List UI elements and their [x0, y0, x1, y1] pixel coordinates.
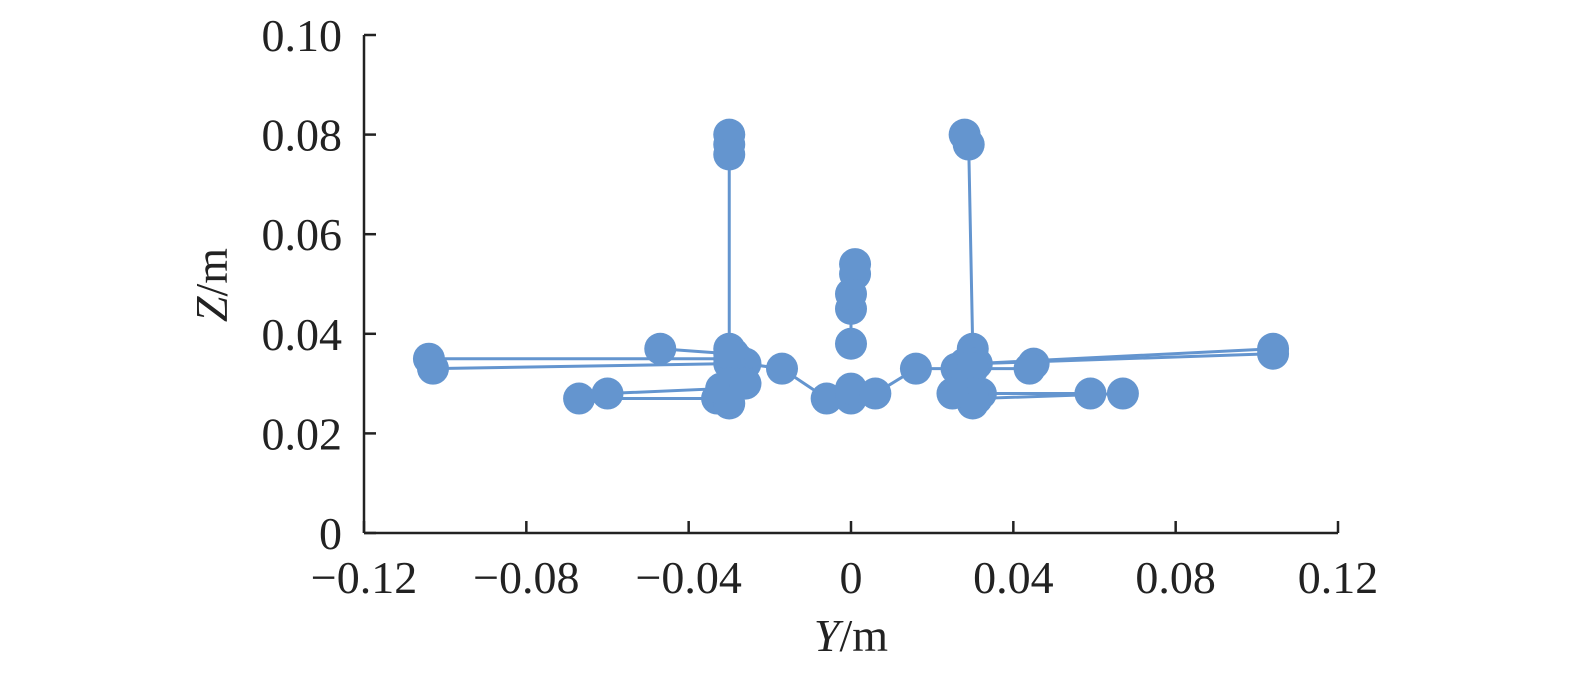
- data-point: [810, 382, 843, 415]
- data-point: [835, 327, 867, 360]
- x-tick-label: 0.12: [1298, 552, 1379, 603]
- series-group: [936, 377, 1107, 410]
- series-layer: [412, 118, 1290, 420]
- data-point: [948, 118, 981, 151]
- x-tick-label: −0.04: [635, 552, 741, 603]
- x-tick-label: −0.08: [473, 552, 579, 603]
- x-tick-label: 0: [840, 552, 863, 603]
- data-point: [729, 367, 762, 400]
- axes-layer: −0.12 −0.08 −0.04 0 0.04 0.08 0.12 0 0.02 0.04 0.0…: [262, 10, 1379, 603]
- data-point: [899, 352, 932, 385]
- data-point: [416, 352, 449, 385]
- x-tick-label: 0.04: [973, 552, 1054, 603]
- data-point: [835, 372, 867, 405]
- series-group: [960, 337, 1290, 380]
- data-point: [713, 337, 746, 370]
- data-point: [859, 377, 892, 410]
- x-axis-title: Y/m: [814, 610, 888, 661]
- data-point: [563, 382, 596, 415]
- series-group: [591, 367, 762, 410]
- y-tick-label: 0.06: [262, 209, 343, 260]
- y-axis-title: Z/m: [186, 248, 237, 322]
- y-tick-label: 0.02: [262, 408, 343, 459]
- series-group: [956, 347, 1050, 385]
- y-tick-label: 0.10: [262, 10, 343, 61]
- data-point: [936, 377, 969, 410]
- series-line: [432, 362, 730, 371]
- data-point: [1013, 352, 1046, 385]
- data-point: [1257, 337, 1290, 370]
- data-point: [644, 332, 677, 365]
- data-point: [839, 248, 872, 281]
- data-point: [1106, 377, 1139, 410]
- x-tick-label: −0.12: [311, 552, 417, 603]
- y-tick-label: 0.04: [262, 309, 343, 360]
- data-point: [591, 377, 624, 410]
- x-tick-label: 0.08: [1135, 552, 1216, 603]
- y-tick-label: 0: [319, 508, 342, 559]
- series-group: [416, 347, 746, 385]
- series-group: [412, 342, 754, 380]
- series-group: [835, 248, 872, 360]
- data-point: [1074, 377, 1107, 410]
- data-point: [713, 138, 746, 171]
- data-point: [766, 352, 799, 385]
- data-point: [956, 352, 989, 385]
- y-tick-label: 0.08: [262, 110, 343, 161]
- series-group: [644, 332, 746, 370]
